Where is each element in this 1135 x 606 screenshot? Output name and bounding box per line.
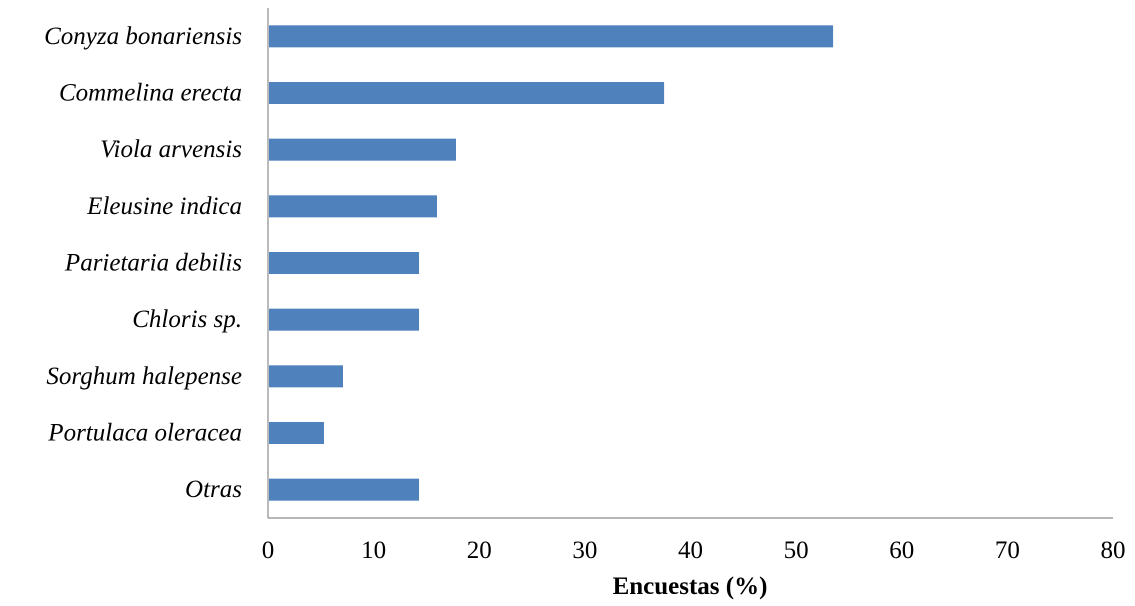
x-tick-label: 80 [1101,537,1126,564]
bar [269,82,665,104]
x-tick-label: 20 [467,537,492,564]
category-label: Parietaria debilis [64,250,242,277]
bar [269,195,437,218]
x-tick-labels: 0 10 20 30 40 50 60 70 80 [262,537,1126,564]
x-tick-label: 0 [262,537,275,564]
category-label: Viola arvensis [100,136,242,163]
bars-layer [269,25,834,501]
category-label: Commelina erecta [59,80,242,107]
x-tick-label: 50 [784,537,809,564]
bar [269,422,324,444]
category-label: Chloris sp. [132,306,242,333]
x-axis-title: Encuestas (%) [613,573,768,600]
x-tick-label: 40 [678,537,703,564]
x-tick-label: 60 [889,537,914,564]
bar [269,308,420,331]
x-tick-label: 30 [572,537,597,564]
bar [269,365,343,388]
category-labels: Conyza bonariensis Commelina erecta Viola … [44,23,242,503]
category-label: Eleusine indica [86,193,242,220]
category-label: Portulaca oleracea [47,420,242,447]
bar [269,138,457,161]
x-tick-label: 10 [361,537,386,564]
category-label: Conyza bonariensis [44,23,242,50]
bar [269,252,420,274]
bar [269,478,420,501]
bar [269,25,834,48]
category-label: Otras [185,476,242,503]
category-label: Sorghum halepense [46,363,242,390]
x-tick-label: 70 [995,537,1020,564]
